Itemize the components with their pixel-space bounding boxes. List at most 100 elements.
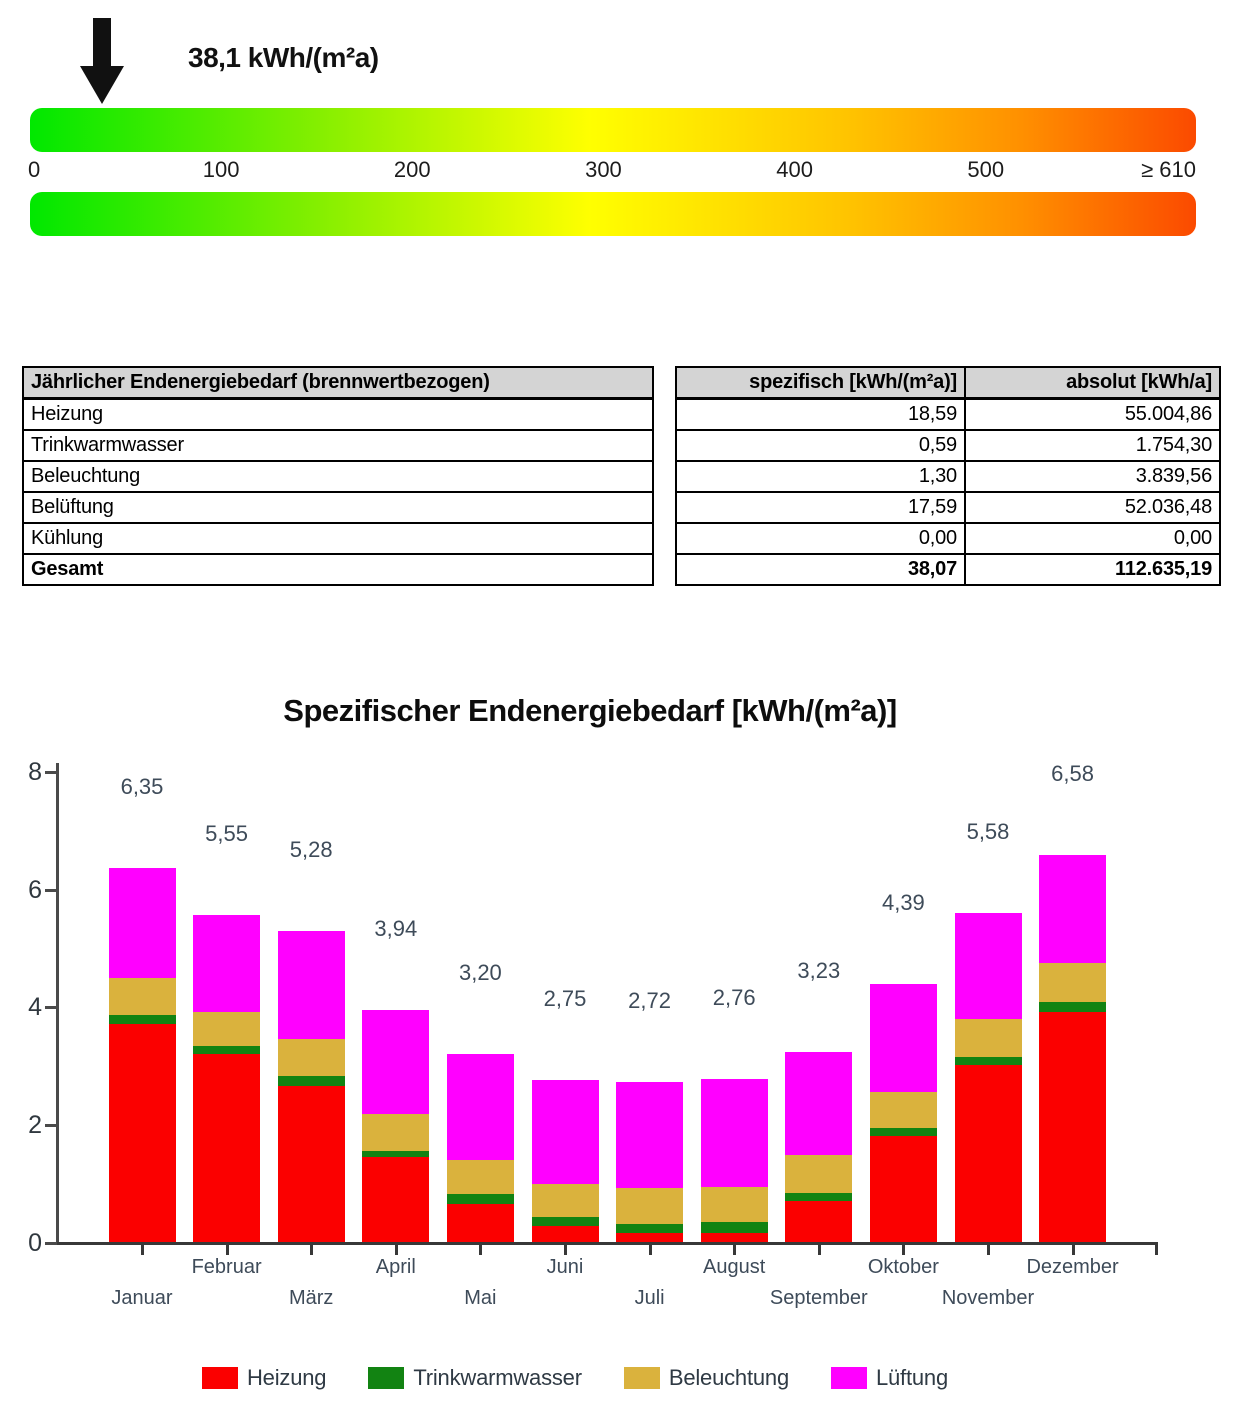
bar-segment-beleuchtung bbox=[362, 1114, 430, 1151]
x-axis-month-label: Februar bbox=[191, 1256, 262, 1278]
bar-total-label: 6,58 bbox=[1051, 760, 1094, 786]
x-axis-tick bbox=[902, 1245, 906, 1255]
energy-scale-bar-bottom bbox=[30, 192, 1196, 236]
scale-tick-label: 400 bbox=[776, 157, 813, 182]
x-axis-tick bbox=[648, 1245, 652, 1255]
table-row: Belüftung bbox=[22, 491, 654, 524]
table-header-specific: spezifisch [kWh/(m²a)] bbox=[675, 366, 966, 400]
x-axis-month-label: Dezember bbox=[1026, 1256, 1119, 1278]
bar-segment-trinkwarmwasser bbox=[869, 1128, 937, 1136]
x-axis-month-label: Juli bbox=[634, 1287, 665, 1309]
table-row-total: 38,07 112.635,19 bbox=[675, 553, 1221, 586]
legend-swatch-beleuchtung bbox=[623, 1367, 660, 1389]
x-axis-month-label: November bbox=[941, 1287, 1035, 1309]
table-row: 1,30 3.839,56 bbox=[675, 460, 1221, 493]
scale-tick-label: 500 bbox=[967, 157, 1005, 182]
bar-segment-lüftung bbox=[1039, 854, 1107, 964]
table-row: 0,59 1.754,30 bbox=[675, 429, 1221, 462]
row-label: Gesamt bbox=[22, 553, 654, 586]
y-axis-tick-label: 0 bbox=[28, 1229, 42, 1257]
table-row: Heizung bbox=[22, 397, 654, 431]
x-axis-tick bbox=[987, 1245, 990, 1255]
value-absolute: 3.839,56 bbox=[964, 460, 1221, 493]
x-axis-tick bbox=[225, 1245, 229, 1255]
bar-total-label: 3,20 bbox=[458, 959, 502, 985]
chart-legend: Heizung Trinkwarmwasser Beleuchtung Lüftung bbox=[0, 1365, 1150, 1391]
legend-item: Trinkwarmwasser bbox=[368, 1365, 582, 1391]
table-row: Kühlung bbox=[22, 522, 654, 555]
bar-segment-lüftung bbox=[954, 913, 1022, 1020]
bar-segment-heizung bbox=[785, 1200, 853, 1242]
value-absolute: 112.635,19 bbox=[964, 553, 1221, 586]
bar-segment-beleuchtung bbox=[1039, 963, 1107, 1003]
value-absolute: 0,00 bbox=[964, 522, 1221, 555]
y-axis-tick bbox=[45, 1006, 57, 1010]
legend-item: Lüftung bbox=[830, 1365, 948, 1391]
legend-item: Heizung bbox=[201, 1365, 327, 1391]
bar-segment-beleuchtung bbox=[700, 1186, 768, 1222]
bar-segment-trinkwarmwasser bbox=[1039, 1002, 1107, 1013]
bar-segment-trinkwarmwasser bbox=[277, 1075, 345, 1086]
bar-segment-lüftung bbox=[362, 1010, 430, 1115]
legend-swatch-heizung bbox=[201, 1367, 238, 1389]
bar-segment-heizung bbox=[362, 1156, 430, 1242]
x-axis-month-label: Mai bbox=[464, 1287, 497, 1309]
value-absolute: 52.036,48 bbox=[964, 491, 1221, 524]
table-header-category: Jährlicher Endenergiebedarf (brennwertbe… bbox=[22, 366, 654, 400]
value-specific: 38,07 bbox=[675, 553, 966, 586]
table-header-absolute: absolut [kWh/a] bbox=[964, 366, 1221, 400]
bar-segment-lüftung bbox=[616, 1081, 684, 1189]
x-axis-tick bbox=[394, 1245, 398, 1255]
table-row: Beleuchtung bbox=[22, 460, 654, 493]
bar-total-label: 4,39 bbox=[881, 889, 925, 915]
value-absolute: 1.754,30 bbox=[964, 429, 1221, 462]
x-axis-tick bbox=[310, 1245, 314, 1255]
x-axis-month-label: August bbox=[703, 1256, 766, 1278]
x-axis-month-label: September bbox=[769, 1287, 868, 1309]
bar-segment-heizung bbox=[531, 1226, 599, 1242]
bar-segment-beleuchtung bbox=[531, 1184, 599, 1218]
y-axis-tick-label: 2 bbox=[28, 1111, 42, 1140]
bar-total-label: 6,35 bbox=[120, 774, 164, 800]
row-label: Kühlung bbox=[22, 522, 654, 555]
bar-segment-trinkwarmwasser bbox=[362, 1150, 430, 1157]
bar-segment-trinkwarmwasser bbox=[954, 1056, 1022, 1066]
bar-segment-heizung bbox=[1039, 1012, 1107, 1242]
legend-label: Heizung bbox=[246, 1365, 327, 1390]
value-specific: 1,30 bbox=[675, 460, 966, 493]
bar-segment-trinkwarmwasser bbox=[193, 1045, 261, 1054]
bar-segment-trinkwarmwasser bbox=[616, 1223, 684, 1233]
x-axis-month-label: Oktober bbox=[867, 1256, 939, 1278]
scale-tick-label: 0 bbox=[28, 157, 41, 182]
table-row: 0,00 0,00 bbox=[675, 522, 1221, 555]
legend-item: Beleuchtung bbox=[623, 1365, 789, 1391]
x-axis-month-label: März bbox=[288, 1287, 334, 1309]
value-specific: 18,59 bbox=[675, 397, 966, 431]
y-axis-tick-label: 8 bbox=[28, 757, 42, 786]
bar-segment-beleuchtung bbox=[193, 1012, 261, 1046]
bar-segment-lüftung bbox=[700, 1079, 768, 1187]
legend-label: Beleuchtung bbox=[668, 1365, 789, 1390]
bar-segment-lüftung bbox=[193, 915, 261, 1013]
value-absolute: 55.004,86 bbox=[964, 397, 1221, 431]
bar-segment-beleuchtung bbox=[108, 978, 176, 1016]
annual-demand-table-categories: Jährlicher Endenergiebedarf (brennwertbe… bbox=[22, 366, 654, 586]
annual-demand-table-values: spezifisch [kWh/(m²a)] absolut [kWh/a] 1… bbox=[675, 366, 1221, 586]
table-row-total: Gesamt bbox=[22, 553, 654, 586]
table-row: 17,59 52.036,48 bbox=[675, 491, 1221, 524]
legend-swatch-trinkwarmwasser bbox=[368, 1367, 405, 1389]
y-axis-tick bbox=[45, 1124, 57, 1128]
bar-total-label: 3,23 bbox=[797, 957, 841, 983]
bar-segment-heizung bbox=[616, 1232, 684, 1242]
bar-segment-heizung bbox=[446, 1203, 514, 1242]
bar-segment-lüftung bbox=[446, 1053, 514, 1160]
bar-segment-lüftung bbox=[277, 931, 345, 1040]
bar-total-label: 2,72 bbox=[628, 987, 671, 1013]
x-axis-tick bbox=[1071, 1245, 1075, 1255]
bar-segment-beleuchtung bbox=[446, 1159, 514, 1194]
bar-total-label: 2,76 bbox=[712, 985, 756, 1011]
bar-segment-trinkwarmwasser bbox=[108, 1015, 176, 1025]
x-axis-end-tick bbox=[1155, 1245, 1158, 1255]
bar-segment-heizung bbox=[954, 1065, 1022, 1242]
